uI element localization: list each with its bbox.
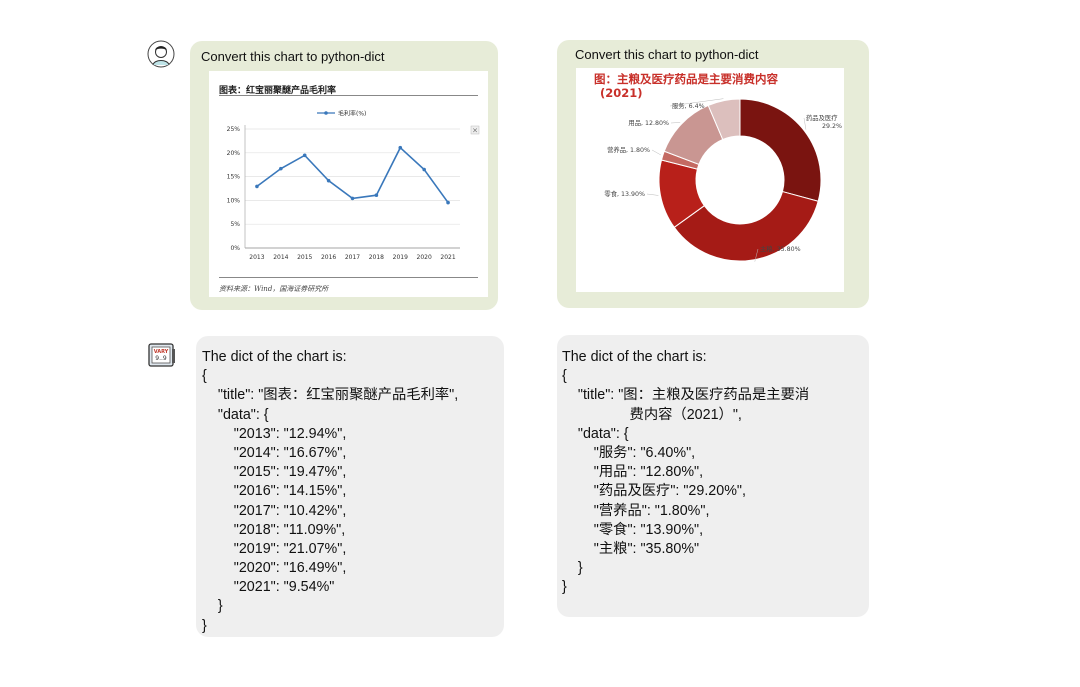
right-line: "title": "图：主粮及医疗药品是主要消 [562, 387, 810, 404]
slice-label: 29.2% [822, 123, 842, 130]
donut-title-line1: 图：主粮及医疗药品是主要消费内容 [594, 72, 778, 86]
left-line: "2013": "12.94%", [202, 425, 347, 442]
y-tick-label: 25% [227, 126, 241, 133]
left-line: "2017": "10.42%", [202, 502, 347, 519]
data-point [422, 167, 426, 172]
data-point [350, 196, 355, 201]
x-tick-label: 2013 [249, 254, 264, 261]
slice-label: 主粮, 35.80% [760, 244, 801, 253]
line-chart-title: 图表：红宝丽聚醚产品毛利率 [219, 86, 337, 96]
data-point [374, 193, 379, 198]
y-tick-label: 0% [230, 245, 240, 252]
right-line: "药品及医疗": "29.20%", [562, 483, 746, 500]
x-tick-label: 2020 [417, 254, 432, 261]
left-line: } [202, 598, 223, 615]
left-line: The dict of the chart is: [202, 349, 347, 365]
bot-avatar-icon: VARY 9..9 [147, 340, 175, 368]
legend-marker [324, 111, 328, 115]
x-tick-label: 2018 [369, 254, 384, 261]
right-line: { [562, 368, 567, 385]
y-tick-label: 5% [230, 221, 240, 228]
source-divider [219, 277, 478, 278]
x-tick-label: 2015 [297, 254, 312, 261]
left-line: } [202, 617, 207, 634]
slice-label: 服务, 6.4% [672, 101, 705, 110]
left-response-text: The dict of the chart is: { "title": "图表：… [202, 348, 458, 636]
left-line: "2020": "16.49%", [202, 560, 347, 577]
x-tick-label: 2016 [321, 254, 336, 261]
leader-line [670, 122, 681, 124]
line-chart-source: 资料来源：Wind，国海证券研究所 [219, 285, 329, 293]
left-line: "2014": "16.67%", [202, 444, 347, 461]
left-response-bubble: The dict of the chart is: { "title": "图表：… [196, 336, 504, 637]
pie-slice [739, 98, 822, 202]
left-prompt-bubble: Convert this chart to python-dict 图表：红宝丽… [190, 41, 498, 310]
x-tick-label: 2014 [273, 254, 288, 261]
slice-label: 药品及医疗 [806, 113, 838, 122]
left-line: "2018": "11.09%", [202, 521, 346, 538]
right-prompt-bubble: Convert this chart to python-dict 图：主粮及医… [557, 40, 869, 308]
svg-text:×: × [472, 127, 478, 135]
right-line: "服务": "6.40%", [562, 444, 696, 461]
legend-label: 毛利率(%) [338, 110, 366, 118]
x-tick-label: 2017 [345, 254, 360, 261]
right-line: 费内容（2021）", [562, 406, 742, 423]
slice-label: 用品, 12.80% [628, 119, 669, 127]
leader-line [669, 98, 724, 107]
x-tick-label: 2021 [440, 254, 455, 261]
leader-line [803, 117, 807, 130]
line-chart-svg: 0% 5% 10% 15% 20% 25% 2013 2014 2015 2016 2017 201… [227, 110, 480, 261]
right-line: } [562, 579, 567, 596]
y-tick-label: 20% [227, 150, 241, 157]
line-chart-image: 图表：红宝丽聚醚产品毛利率 0% 5% 10% 15% 20% 25% 2013 2014 2… [209, 71, 488, 297]
left-prompt-text: Convert this chart to python-dict [201, 49, 385, 64]
left-line: "title": "图表：红宝丽聚醚产品毛利率", [202, 387, 459, 404]
svg-text:VARY: VARY [154, 349, 169, 355]
donut-chart-title: 图：主粮及医疗药品是主要消费内容 (2021) [594, 72, 778, 100]
right-line: "营养品": "1.80%", [562, 502, 710, 519]
x-tick-label: 2019 [393, 254, 408, 261]
left-line: { [202, 368, 207, 385]
right-line: "主粮": "35.80%" [562, 540, 700, 557]
data-point [326, 178, 331, 183]
data-point [302, 153, 307, 158]
slice-label: 零食, 13.90% [604, 189, 645, 198]
right-line: "零食": "13.90%", [562, 521, 704, 538]
right-line: The dict of the chart is: [562, 349, 707, 365]
data-point [398, 145, 403, 150]
data-point [446, 200, 450, 205]
y-tick-label: 10% [227, 197, 241, 204]
donut-chart-image: 图：主粮及医疗药品是主要消费内容 (2021) 药品及医疗 29.2% 主粮, 35… [576, 68, 844, 292]
leader-line [754, 248, 759, 262]
close-icon[interactable]: × [470, 125, 480, 135]
left-line: "2016": "14.15%", [202, 483, 347, 500]
user-avatar-icon [147, 40, 175, 68]
left-line: "2015": "19.47%", [202, 464, 347, 481]
donut-title-line2: (2021) [600, 86, 643, 100]
pie-slice [673, 190, 819, 262]
svg-text:9..9: 9..9 [155, 355, 167, 362]
left-line: "data": { [202, 406, 269, 423]
data-point [279, 166, 283, 171]
y-tick-label: 15% [227, 174, 241, 181]
leader-line [651, 149, 661, 156]
right-response-text: The dict of the chart is: { "title": "图：主… [562, 348, 809, 597]
pie-slice [707, 98, 741, 141]
right-line: "data": { [562, 425, 629, 442]
right-line: "用品": "12.80%", [562, 464, 704, 481]
series-line [256, 146, 449, 204]
left-line: "2021": "9.54%" [202, 579, 335, 596]
right-prompt-text: Convert this chart to python-dict [575, 47, 759, 62]
right-line: } [562, 560, 583, 577]
left-line: "2019": "21.07%", [202, 540, 347, 557]
data-point [255, 184, 259, 189]
slice-label: 营养品, 1.80% [607, 145, 650, 154]
title-divider [219, 95, 478, 96]
leader-line [646, 193, 659, 196]
right-response-bubble: The dict of the chart is: { "title": "图：主… [557, 335, 869, 617]
